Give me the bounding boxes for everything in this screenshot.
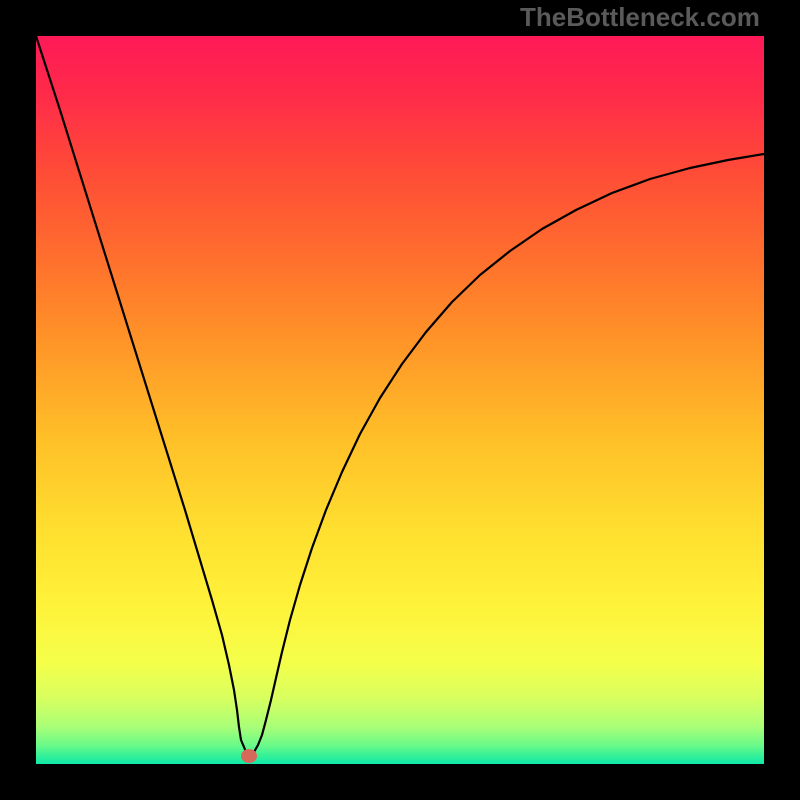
chart-stage: TheBottleneck.com <box>0 0 800 800</box>
optimum-marker <box>241 749 257 763</box>
watermark-label: TheBottleneck.com <box>520 2 760 33</box>
gradient-background <box>36 36 764 764</box>
